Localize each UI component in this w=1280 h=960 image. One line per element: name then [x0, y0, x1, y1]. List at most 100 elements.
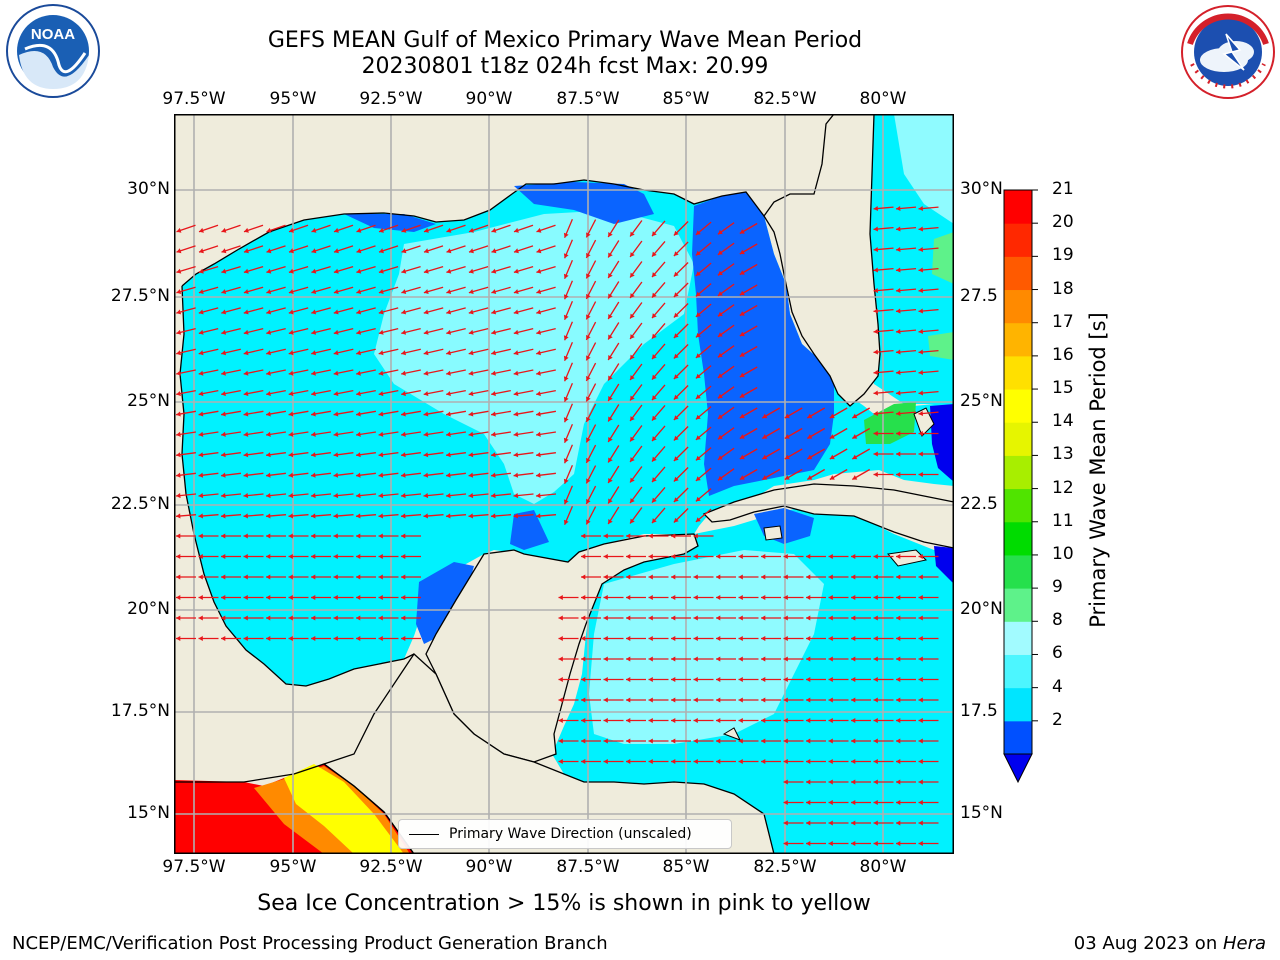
colorbar-tick-label: 2	[1052, 709, 1063, 730]
wave-arrow-head	[896, 451, 901, 457]
wave-arrow-head	[423, 370, 429, 376]
wave-arrow-head	[918, 595, 923, 600]
wave-arrow-head	[652, 374, 657, 380]
wave-arrow-head	[671, 533, 676, 539]
lon-label-bottom: 95°W	[269, 857, 317, 877]
wave-arrow-head	[356, 350, 361, 356]
wave-arrow-head	[558, 759, 563, 764]
wave-arrow-head	[762, 475, 768, 480]
wave-arrow-head	[739, 270, 745, 275]
lon-label-top: 92.5°W	[359, 89, 423, 109]
wave-arrow-head	[586, 519, 591, 525]
legend-line-swatch	[409, 833, 439, 835]
wave-arrow-head	[243, 411, 249, 417]
colorbar-segment	[1004, 355, 1032, 390]
wave-arrow-head	[536, 248, 542, 254]
wave-arrow-head	[648, 533, 653, 539]
wave-arrow-head	[586, 375, 591, 381]
wave-arrow-head	[671, 554, 676, 559]
wave-arrow-head	[581, 574, 586, 580]
wave-arrow-head	[673, 230, 679, 236]
wave-arrow-head	[716, 636, 721, 641]
colorbar-segment	[1004, 720, 1032, 755]
colorbar-tick-label: 14	[1052, 411, 1074, 432]
wave-arrow-head	[288, 615, 293, 621]
wave-arrow-head	[918, 451, 923, 457]
wave-arrow-head	[289, 248, 294, 254]
wave-arrow-head	[829, 434, 835, 439]
wave-arrow-head	[738, 718, 743, 723]
wave-arrow-head	[221, 574, 226, 580]
wave-arrow-head	[563, 499, 569, 505]
wave-arrow-head	[491, 411, 496, 417]
wave-arrow-head	[695, 291, 701, 297]
wave-arrow-head	[783, 841, 788, 846]
wave-arrow-head	[311, 391, 316, 397]
wave-arrow-head	[695, 517, 701, 522]
wave-arrow-head	[603, 636, 608, 641]
wave-arrow-head	[563, 314, 569, 320]
wave-arrow-head	[423, 289, 429, 294]
wave-arrow-head	[288, 391, 294, 397]
wave-arrow-head	[558, 636, 563, 641]
wave-arrow-head	[266, 533, 271, 539]
wave-arrow-head	[221, 391, 226, 397]
wave-arrow-head	[581, 554, 586, 559]
wave-arrow-head	[401, 636, 406, 641]
wave-arrow-head	[243, 309, 249, 315]
wave-arrow-head	[198, 533, 203, 539]
wave-arrow-head	[626, 677, 631, 682]
wave-arrow-head	[896, 615, 901, 621]
wave-arrow-head	[873, 370, 878, 375]
wave-arrow-head	[311, 309, 317, 315]
wave-arrow-head	[806, 841, 811, 846]
wave-arrow-head	[491, 452, 496, 458]
wave-arrow-head	[671, 656, 676, 662]
pacific-coast	[174, 763, 415, 854]
wave-arrow-head	[401, 452, 406, 458]
wave-arrow-head	[851, 574, 856, 580]
wave-arrow-head	[652, 354, 657, 360]
wave-arrow-head	[311, 595, 316, 600]
wave-arrow-head	[673, 312, 679, 318]
wave-arrow-head	[762, 413, 768, 419]
wave-arrow-head	[176, 309, 182, 315]
wave-arrow-head	[536, 309, 542, 315]
wave-arrow-head	[652, 415, 657, 421]
wave-arrow-head	[333, 493, 339, 499]
wave-arrow-head	[311, 289, 317, 294]
wave-arrow-head	[873, 636, 878, 641]
wave-arrow-head	[783, 574, 788, 580]
wave-arrow-head	[652, 231, 657, 237]
wave-arrow-head	[288, 289, 294, 294]
wave-arrow-head	[918, 554, 923, 559]
wave-arrow-head	[558, 615, 563, 621]
wave-arrow-head	[446, 227, 452, 233]
wave-arrow-head	[198, 289, 204, 294]
wave-arrow-head	[738, 656, 743, 662]
wave-arrow-head	[717, 229, 723, 235]
wave-arrow-head	[536, 227, 542, 233]
colorbar-tick-label: 21	[1052, 179, 1074, 199]
wave-arrow-head	[739, 393, 745, 398]
colorbar-segment	[1004, 389, 1032, 423]
wave-arrow-head	[446, 248, 452, 254]
wave-arrow-head	[311, 370, 316, 376]
wave-arrow-head	[693, 615, 698, 621]
cuba-tip	[722, 727, 742, 741]
wave-arrow-head	[608, 457, 613, 463]
wave-arrow-head	[378, 636, 383, 641]
wave-arrow-head	[693, 697, 698, 703]
wave-arrow-head	[918, 349, 923, 355]
wave-arrow-head	[739, 229, 745, 234]
wave-arrow-head	[333, 615, 338, 621]
wave-arrow-head	[423, 309, 429, 315]
noaa-logo: NOAA	[5, 3, 101, 99]
colorbar-segment	[1004, 455, 1032, 490]
colorbar-tick-label: 16	[1052, 344, 1074, 365]
wave-arrow-head	[896, 636, 901, 641]
wave-arrow-head	[717, 414, 723, 419]
wave-arrow-head	[221, 493, 226, 499]
wave-arrow-head	[243, 595, 248, 600]
wave-arrow-head	[761, 615, 766, 621]
